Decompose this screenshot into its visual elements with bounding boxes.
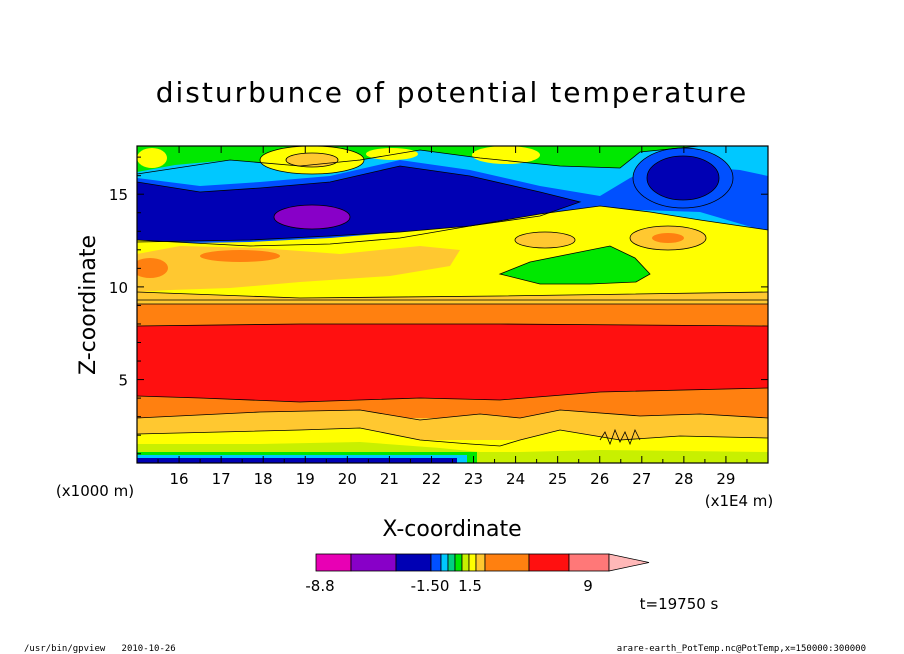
footer-right: arare-earth_PotTemp.nc@PotTemp,x=150000:… [617,644,866,654]
x-tick-label: 25 [548,470,567,488]
colorbar-cell [484,553,530,572]
x-tick-label: 23 [464,470,483,488]
footer-left: /usr/bin/gpview 2010-10-26 [24,644,176,654]
x-tick-label: 17 [212,470,231,488]
time-label: t=19750 s [640,595,719,613]
y-tick-label: 10 [109,279,128,297]
colorbar-cell [528,553,570,572]
x-tick-label: 18 [254,470,273,488]
x-tick-label: 22 [422,470,441,488]
x-tick-label: 24 [506,470,525,488]
colorbar-label: 9 [583,577,593,595]
band-red [137,324,768,402]
colorbar-cell [568,553,610,572]
band-bottom-blue [137,458,457,463]
colorbar-arrow [608,553,650,572]
colorbar-label: -8.8 [305,577,334,595]
x-tick-label: 27 [632,470,651,488]
x-tick-label: 16 [170,470,189,488]
blob-mid-orange-left-core [200,250,280,262]
blob-top-yellow-4 [366,148,418,160]
x-axis-unit: (x1E4 m) [705,492,774,510]
colorbar-cell [447,553,456,572]
band-blue-core [137,166,580,242]
colorbar-cell [395,553,432,572]
x-tick-label: 20 [338,470,357,488]
y-axis-label: Z-coordinate [76,235,101,375]
colorbar-cell [315,553,352,572]
colorbar [315,553,650,572]
x-tick-label: 26 [590,470,609,488]
y-axis: 5 10 15 [109,156,768,455]
x-tick-label: 29 [716,470,735,488]
band-mid-green [500,246,650,284]
x-axis-label: X-coordinate [382,517,521,542]
colorbar-label: 1.5 [458,577,482,595]
colorbar-cell [440,553,449,572]
chart-title: disturbunce of potential temperature [156,76,749,109]
x-tick-label: 19 [296,470,315,488]
x-axis: 16 17 18 19 20 21 22 23 24 25 26 27 28 29 [157,146,748,488]
x-tick-label: 28 [674,470,693,488]
blob-top-yellow-3 [137,148,167,168]
colorbar-cell [475,553,486,572]
colorbar-cell [350,553,397,572]
contour-lines [137,146,768,447]
plot-area [137,146,768,463]
blob-mid-orange-left-edge [137,258,168,278]
x-tick-label: 21 [380,470,399,488]
colorbar-cell [461,553,470,572]
colorbar-cell [454,553,463,572]
y-tick-label: 5 [118,372,128,390]
y-tick-label: 15 [109,186,128,204]
blob-purple [274,205,350,229]
y-axis-unit: (x1000 m) [56,482,134,500]
blob-mid-orange-right-core [652,233,684,243]
colorbar-labels: -8.8 -1.50 1.5 9 [305,577,592,595]
colorbar-cell [430,553,442,572]
blob-top-yellow-2 [472,146,540,164]
colorbar-cell [468,553,477,572]
blob-mid-orange-center [515,232,575,248]
colorbar-label: -1.50 [411,577,450,595]
blob-right-deep [647,156,719,200]
